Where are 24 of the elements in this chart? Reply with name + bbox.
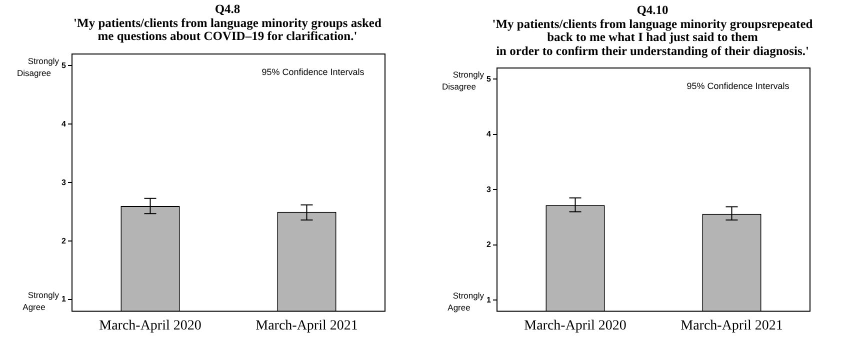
chart-subtitle: 'My patients/clients from language minority groupsrepeated back to me what I had just said to them in order to confirm their understanding of their diagnosis.': [491, 16, 814, 58]
x-tick-label: March-April 2021: [680, 318, 783, 334]
y-tick-label: 4: [486, 130, 492, 139]
chart-title: Q4.8: [214, 2, 242, 16]
annotation: 95% Confidence Intervals: [262, 66, 365, 76]
chart-title: Q4.10: [636, 3, 670, 18]
text: Strongly Disagree: [442, 69, 485, 92]
text: Strongly Disagree: [16, 56, 60, 78]
y-tick-label: 5: [486, 74, 492, 84]
y-tick-label: 1: [62, 294, 67, 304]
x-tick-label: March-April 2020: [524, 318, 626, 334]
y-tick-label: 4: [62, 118, 67, 128]
annotation: 95% Confidence Intervals: [686, 80, 790, 91]
x-tick-label: March-April 2020: [99, 318, 202, 333]
y-tick-label: 1: [486, 295, 492, 304]
x-tick-label: March-April 2021: [256, 318, 358, 333]
y-tick-label: 5: [62, 60, 67, 70]
text: Strongly Agree: [448, 290, 485, 312]
y-tick-label: 3: [486, 184, 492, 194]
y-tick-label: 2: [62, 236, 67, 245]
chart-subtitle: 'My patients/clients from language minority groups asked me questions about COVID–19 for clarification.': [72, 16, 382, 44]
y-tick-label: 3: [62, 177, 67, 186]
text: Strongly Agree: [22, 289, 60, 312]
y-tick-label: 2: [486, 240, 492, 250]
